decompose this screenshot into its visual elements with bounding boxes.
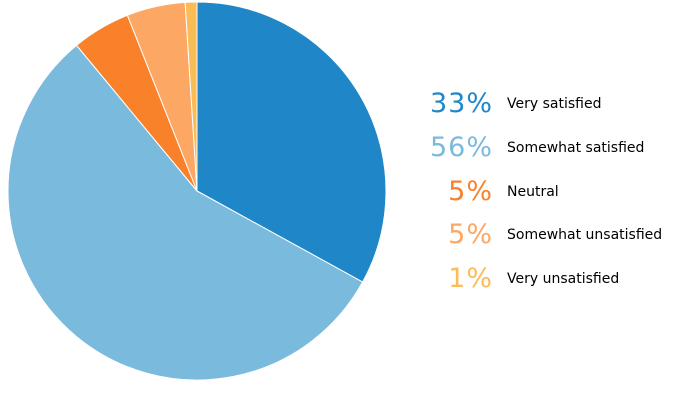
- legend: 33% Very satisfied 56% Somewhat satisfied 5%…: [420, 84, 670, 303]
- legend-label: Somewhat unsatisfied: [507, 227, 663, 244]
- legend-label: Very unsatisfied: [507, 271, 620, 288]
- legend-label: Somewhat satisfied: [507, 139, 645, 156]
- legend-percent: 56%: [429, 131, 493, 163]
- legend-item: 5% Somewhat unsatisfied: [420, 215, 670, 259]
- legend-label: Neutral: [507, 183, 559, 200]
- legend-percent: 5%: [448, 175, 493, 207]
- legend-item: 56% Somewhat satisfied: [420, 128, 670, 172]
- legend-percent: 33%: [429, 88, 493, 119]
- pie-slice-1: [196, 1, 387, 283]
- legend-percent: 5%: [448, 219, 493, 251]
- pie-chart: [7, 1, 387, 381]
- legend-item: 33% Very satisfied: [420, 84, 670, 128]
- legend-item: 5% Neutral: [420, 172, 670, 216]
- legend-item: 1% Very unsatisfied: [420, 259, 670, 303]
- legend-label: Very satisfied: [507, 96, 602, 112]
- pie-slice-2: [7, 44, 364, 381]
- legend-percent: 1%: [448, 263, 493, 295]
- pie-slice-5: [184, 1, 198, 192]
